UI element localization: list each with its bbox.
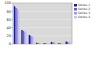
bar [25, 33, 26, 44]
bar [14, 6, 15, 44]
bar [60, 43, 61, 44]
bar [68, 42, 69, 44]
tick-label: 100 [4, 1, 12, 5]
bar [31, 37, 32, 44]
bar [46, 43, 47, 44]
bar [67, 42, 68, 44]
bar [70, 42, 71, 44]
tick-label: 60 [6, 18, 11, 22]
legend-swatch [74, 12, 77, 15]
grid-line [13, 19, 72, 20]
bar [36, 43, 37, 44]
bar [48, 43, 49, 44]
bar [15, 8, 16, 44]
tick-mark [12, 27, 14, 28]
plot-area [13, 3, 72, 44]
tick-label: 0 [9, 42, 12, 46]
legend-swatch [74, 8, 77, 11]
legend-label: Series 4 [78, 15, 90, 19]
bar [45, 43, 46, 44]
tick-mark [12, 11, 14, 12]
bars [14, 6, 71, 44]
tick-label: 80 [6, 10, 11, 14]
bar [30, 36, 31, 44]
bar [39, 43, 40, 44]
bar [55, 43, 56, 44]
bar [61, 43, 62, 44]
bar [54, 42, 55, 44]
tick-label: 20 [6, 34, 11, 38]
bar [66, 42, 67, 44]
bar [24, 32, 25, 44]
grid-line [13, 11, 72, 12]
legend-swatch [74, 4, 77, 7]
legend-swatch [74, 16, 77, 19]
bar [29, 35, 30, 44]
tick-mark [12, 19, 14, 20]
bar [23, 31, 24, 44]
tick-mark [12, 44, 14, 45]
grid-line [13, 3, 72, 4]
tick-mark [12, 35, 14, 36]
bar [33, 37, 34, 44]
grid-line [13, 27, 72, 28]
bar [17, 9, 18, 44]
tick-label: 40 [6, 26, 11, 30]
bar [43, 43, 44, 44]
bar [58, 43, 59, 44]
chart: 020406080100Series 1Series 2Series 3Seri… [0, 0, 98, 63]
bar [52, 42, 53, 44]
bar [40, 43, 41, 44]
bar [62, 43, 63, 44]
tick-mark [12, 3, 14, 4]
bar [18, 11, 19, 44]
bar [51, 42, 52, 44]
bar [21, 30, 22, 44]
bar [37, 43, 38, 44]
